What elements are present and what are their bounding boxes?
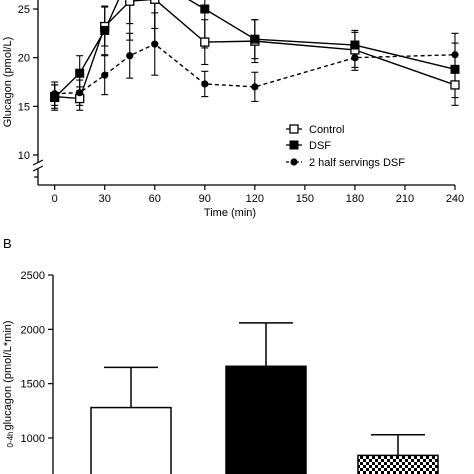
x-tick-label: 60 xyxy=(149,193,161,205)
data-point-half-servings xyxy=(201,80,209,88)
bar-half-servings xyxy=(357,454,439,474)
y-axis-title-main: glucagon (pmol/L*min) xyxy=(2,320,14,430)
legend-marker-control xyxy=(289,124,299,134)
y-axis-title: Glucagon (pmol/L) xyxy=(2,37,14,128)
series-line-dsf xyxy=(54,0,456,99)
y-tick-label: 2500 xyxy=(21,270,45,282)
x-tick-label: 0 xyxy=(52,193,58,205)
data-point-control xyxy=(200,37,210,47)
panel-b-glucagon-auc-bars: B 1000 1500 2000 2500 0-4h glucagon (pmol/L*mi… xyxy=(2,236,439,474)
y-tick-label: 2000 xyxy=(21,324,45,336)
data-point-half-servings xyxy=(151,40,159,48)
data-point-control xyxy=(450,80,460,90)
legend-label-dsf: DSF xyxy=(309,140,331,152)
y-axis-title-subscript: 0-4h xyxy=(6,432,15,448)
bar-control xyxy=(90,406,172,474)
x-tick-label: 240 xyxy=(446,193,464,205)
x-tick-label: 120 xyxy=(246,193,264,205)
y-tick-label: 25 xyxy=(18,4,30,16)
x-tick-label: 180 xyxy=(346,193,364,205)
x-tick-label: 150 xyxy=(296,193,314,205)
legend-marker-dsf xyxy=(289,140,299,150)
y-tick-label: 15 xyxy=(18,101,30,113)
plot-area xyxy=(50,0,460,111)
legend-label-control: Control xyxy=(309,124,344,136)
x-tick-label: 210 xyxy=(396,193,414,205)
x-tick-label: 30 xyxy=(99,193,111,205)
data-point-dsf xyxy=(250,34,260,44)
series-line-control xyxy=(54,0,456,100)
legend-label-half-servings: 2 half servings DSF xyxy=(309,157,405,169)
data-point-dsf xyxy=(450,64,460,74)
data-point-half-servings xyxy=(101,71,109,79)
y-tick-label: 10 xyxy=(18,150,30,162)
data-point-half-servings xyxy=(126,52,134,60)
data-point-control xyxy=(150,0,160,4)
bar-dsf xyxy=(225,365,307,474)
y-axis-break xyxy=(32,159,44,172)
data-point-dsf xyxy=(200,4,210,14)
x-axis-title: Time (min) xyxy=(204,207,256,219)
y-tick-label: 20 xyxy=(18,53,30,65)
data-point-half-servings xyxy=(351,54,359,62)
data-point-dsf xyxy=(350,40,360,50)
y-tick-label: 1000 xyxy=(21,433,45,445)
data-point-dsf xyxy=(75,68,85,78)
data-point-control xyxy=(125,0,135,6)
y-axis-title: 0-4h glucagon (pmol/L*min) xyxy=(2,320,15,447)
y-tick-label: 1500 xyxy=(21,379,45,391)
panel-a-glucagon-time-course: 10 15 20 25 0 30 60 90 120 150 180 210 240 Time (min)… xyxy=(2,0,464,219)
x-tick-label: 90 xyxy=(199,193,211,205)
panel-label: B xyxy=(3,236,12,251)
data-point-dsf xyxy=(100,25,110,35)
data-point-half-servings xyxy=(51,90,59,98)
data-point-half-servings xyxy=(251,83,259,91)
legend-marker-half-servings xyxy=(290,158,298,166)
data-point-half-servings xyxy=(76,89,84,97)
data-point-half-servings xyxy=(451,51,459,59)
